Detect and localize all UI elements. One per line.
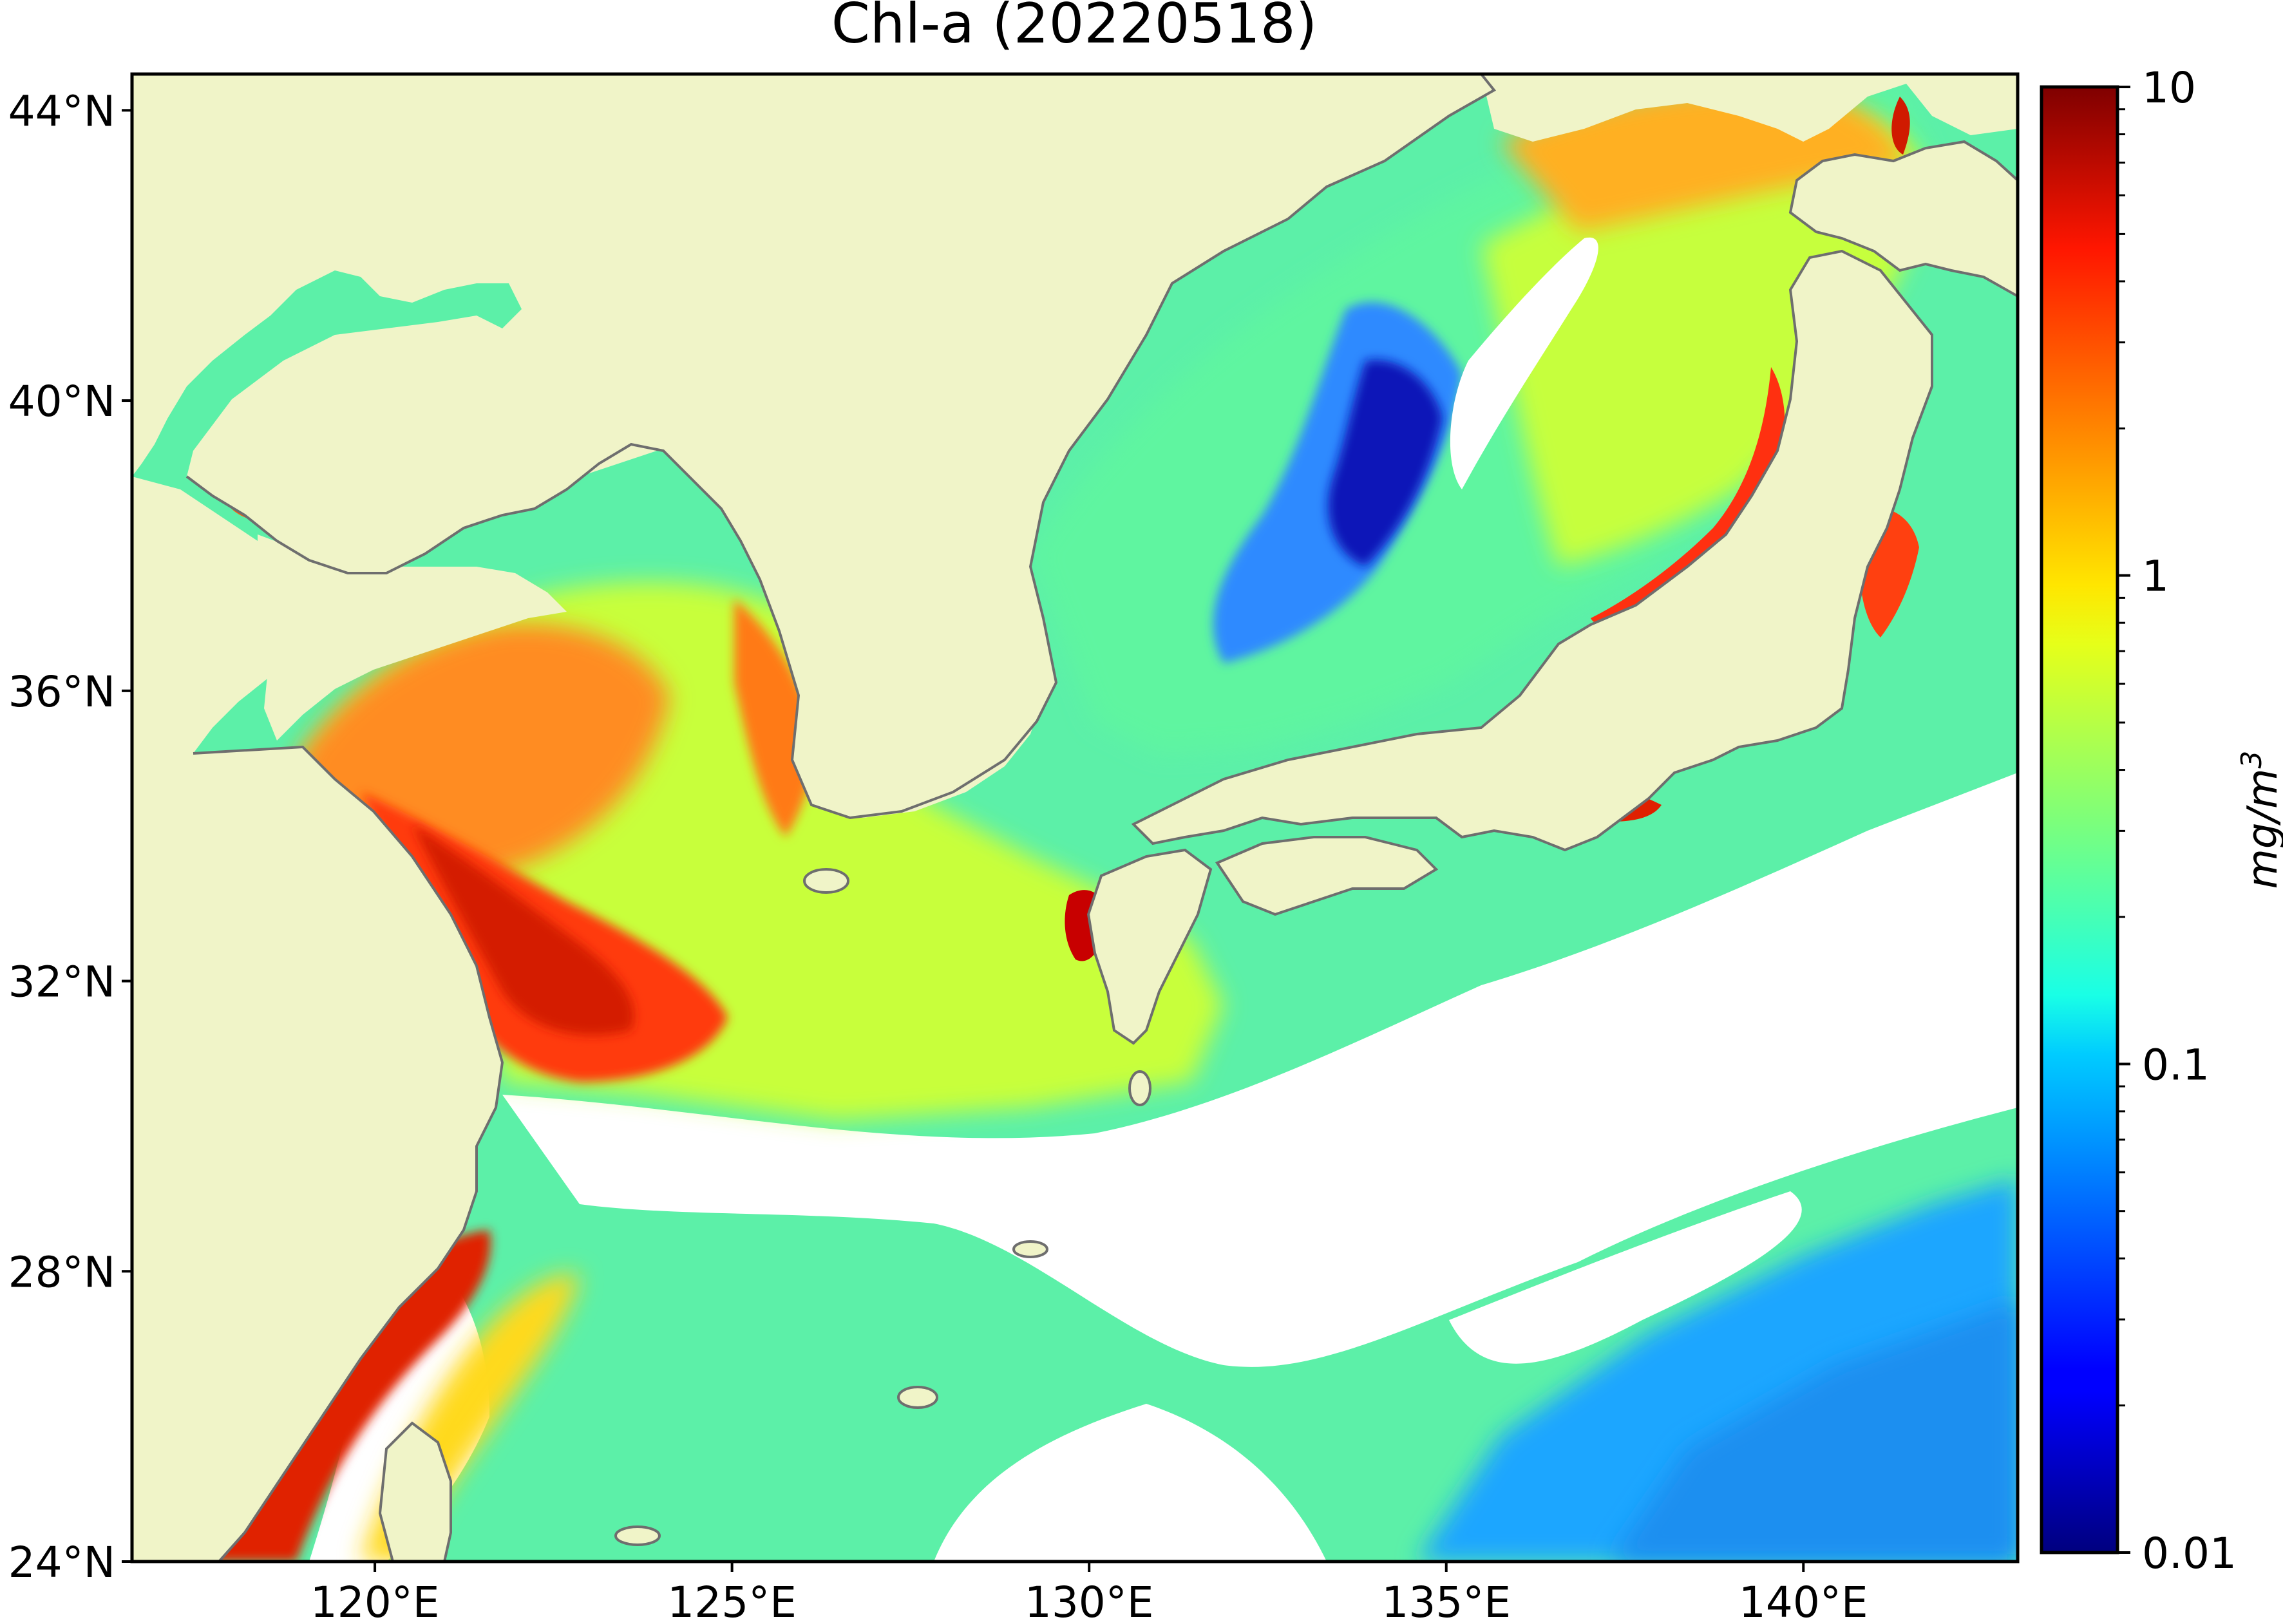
lat-tick-label: 44°N	[8, 86, 115, 136]
lat-tick-label: 24°N	[8, 1538, 115, 1587]
colorbar: 0.01 0.1 1 10 mg/m3	[2040, 63, 2283, 1578]
map-title: Chl-a (20220518)	[831, 0, 1317, 56]
japan-sea-lowest-chl	[1328, 359, 1443, 567]
coastline-north	[185, 74, 1497, 820]
map-panel	[132, 74, 2018, 1562]
land-ishigaki	[614, 1525, 661, 1546]
land-kyushu	[1086, 848, 1213, 1045]
land-amami	[1012, 1240, 1048, 1258]
longitude-axis: 120°E 125°E 130°E 135°E 140°E	[310, 1562, 1868, 1624]
land-liaodong	[541, 412, 683, 483]
yangtze-plume-core	[412, 824, 634, 1035]
cloud-gap-pacific	[502, 773, 2018, 1367]
land-jeju	[803, 868, 849, 894]
land-shandong	[258, 534, 567, 741]
land-shikoku	[1215, 836, 1439, 916]
colorbar-tick-label: 1	[2142, 552, 2169, 601]
lon-tick-label: 120°E	[310, 1578, 440, 1624]
land-taiwan	[378, 1421, 452, 1562]
latitude-axis: 24°N 28°N 32°N 36°N 40°N 44°N	[8, 86, 132, 1587]
cloud-gap-south	[934, 1404, 1327, 1562]
korea-west-coast-bloom	[734, 599, 818, 837]
colorbar-unit: mg/m3	[2235, 751, 2283, 889]
coastline-china-east	[193, 745, 504, 1562]
colorbar-ticks: 0.01 0.1 1 10	[2117, 63, 2237, 1578]
colorbar-tick-label: 0.01	[2142, 1529, 2237, 1578]
cloud-gap-east	[1449, 1191, 1802, 1364]
cloud-gap-japan-sea	[1450, 237, 1598, 489]
pacific-low-chl-core	[1610, 1301, 2018, 1562]
hokkaido-west-bloom	[1891, 97, 1910, 155]
lat-tick-label: 40°N	[8, 377, 115, 426]
colorbar-tick-label: 0.1	[2142, 1040, 2210, 1090]
land-honshu	[1131, 249, 1933, 852]
land-russia-northeast	[1481, 74, 2018, 142]
land-china-east	[132, 477, 502, 1562]
land-hokkaido	[1788, 140, 2018, 298]
land-korea-south	[811, 695, 1043, 818]
lat-tick-label: 28°N	[8, 1247, 115, 1297]
lon-tick-label: 130°E	[1025, 1578, 1154, 1624]
lon-tick-label: 125°E	[667, 1578, 797, 1624]
lon-tick-label: 135°E	[1381, 1578, 1511, 1624]
colorbar-gradient	[2041, 87, 2117, 1553]
colorbar-frame	[2040, 85, 2119, 1554]
lat-tick-label: 32°N	[8, 958, 115, 1007]
lon-tick-label: 140°E	[1739, 1578, 1868, 1624]
land-okinawa	[897, 1386, 938, 1409]
land-tanegashima	[1128, 1070, 1151, 1106]
land-continent-north	[132, 74, 1494, 818]
lat-tick-label: 36°N	[8, 667, 115, 717]
map-frame	[130, 72, 2020, 1563]
colorbar-tick-label: 10	[2142, 63, 2196, 113]
